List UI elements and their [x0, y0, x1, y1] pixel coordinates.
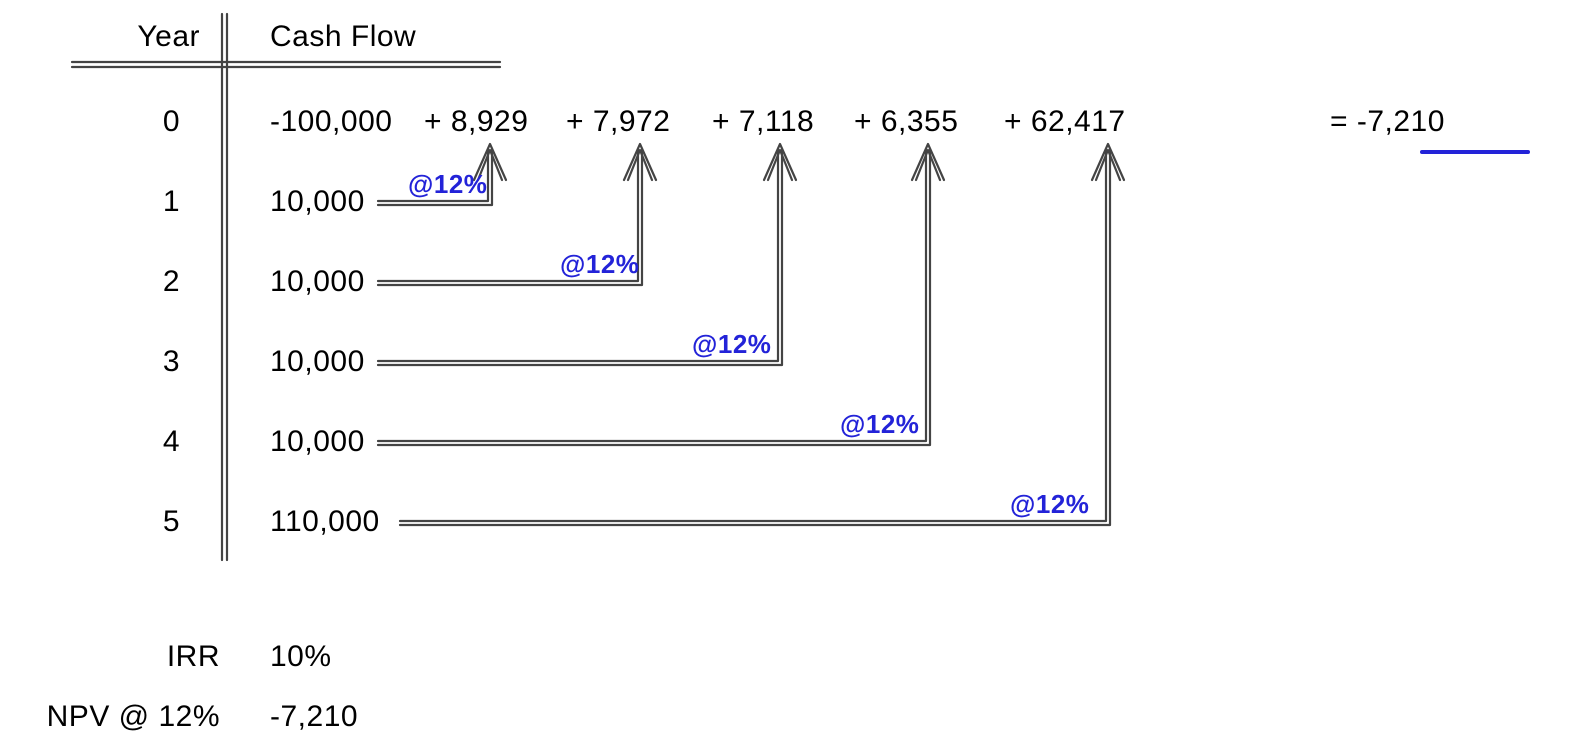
header-cashflow: Cash Flow — [270, 20, 416, 54]
year-cell: 4 — [163, 425, 180, 459]
cashflow-cell: 10,000 — [270, 425, 365, 459]
pv-term: + 8,929 — [424, 105, 528, 139]
discount-rate-label: @12% — [1010, 489, 1089, 520]
npv-label: NPV @ 12% — [47, 700, 220, 734]
year-cell: 3 — [163, 345, 180, 379]
diagram-stage: Year Cash Flow 0-100,000110,000210,00031… — [0, 0, 1582, 754]
year-cell: 1 — [163, 185, 180, 219]
cashflow-cell: 10,000 — [270, 185, 365, 219]
cashflow-cell: 10,000 — [270, 345, 365, 379]
year-cell: 0 — [163, 105, 180, 139]
cashflow-cell: 110,000 — [270, 505, 380, 539]
discount-rate-label: @12% — [840, 409, 919, 440]
discount-rate-label: @12% — [408, 169, 487, 200]
pv-term: + 62,417 — [1004, 105, 1126, 139]
year-cell: 5 — [163, 505, 180, 539]
irr-value: 10% — [270, 640, 332, 674]
result-underline — [1420, 150, 1530, 154]
npv-value: -7,210 — [270, 700, 358, 734]
irr-label: IRR — [167, 640, 220, 674]
discount-rate-label: @12% — [560, 249, 639, 280]
cashflow-cell: 10,000 — [270, 265, 365, 299]
discount-rate-label: @12% — [692, 329, 771, 360]
pv-term: + 6,355 — [854, 105, 958, 139]
year-cell: 2 — [163, 265, 180, 299]
npv-equals: = -7,210 — [1330, 105, 1445, 139]
header-year: Year — [137, 20, 200, 54]
cashflow-cell: -100,000 — [270, 105, 392, 139]
pv-term: + 7,972 — [566, 105, 670, 139]
pv-term: + 7,118 — [712, 105, 814, 139]
